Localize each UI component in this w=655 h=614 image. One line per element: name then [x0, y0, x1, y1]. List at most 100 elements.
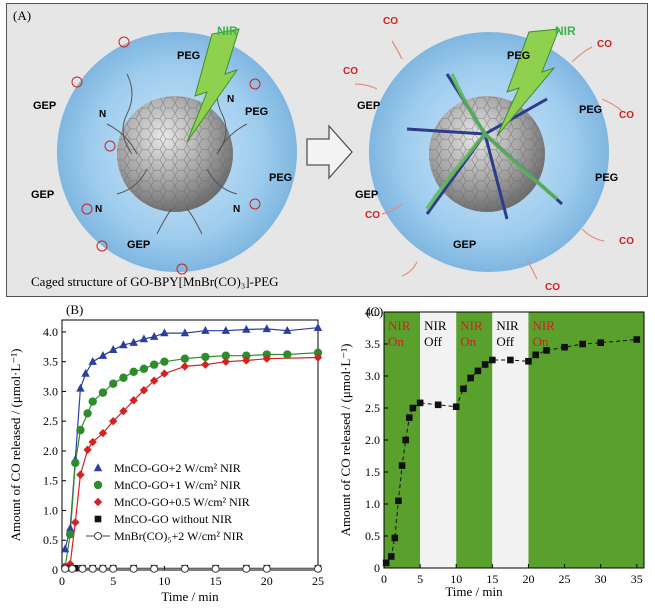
data-point [283, 350, 292, 359]
y-axis-label: Amount of CO released / (μmol·L⁻¹) [8, 349, 23, 542]
legend-marker [93, 463, 103, 472]
data-point [313, 353, 323, 362]
gep-label: GEP [33, 100, 57, 112]
y-tick-label: 3.5 [365, 337, 380, 351]
legend-entry: MnBr(CO)₅+2 W/cm² NIR [86, 529, 244, 543]
x-tick-label: 20 [522, 572, 534, 586]
nir-on-band [456, 312, 493, 568]
y-tick-label: 0 [374, 561, 380, 575]
x-tick-label: 15 [486, 572, 498, 586]
gep-label: GEP [31, 189, 55, 201]
peg-label: PEG [595, 172, 619, 184]
gep-label: GEP [453, 239, 477, 251]
nir-label-right: NIR [555, 24, 576, 38]
chart-b-co-release: (B) 0 5 10 15 20 25 0 0.5 1.0 1.5 2.0 2.5 3.0 3.5 4.0 Ti… [8, 302, 324, 604]
co-label: CO [383, 16, 398, 27]
data-point [474, 367, 482, 375]
x-tick-label: 0 [381, 572, 387, 586]
y-tick-label: 2.5 [365, 401, 380, 415]
data-point [489, 356, 496, 364]
gep-label: GEP [127, 239, 151, 251]
nir-bolt-left [186, 28, 240, 143]
data-point [78, 564, 87, 573]
legend-label: MnCO-GO+2 W/cm² NIR [114, 461, 241, 475]
data-point [532, 351, 539, 359]
y-tick-label: 3.5 [43, 355, 58, 369]
y-tick-label: 1.5 [43, 474, 58, 488]
x-tick-label: 10 [158, 574, 170, 588]
data-point [221, 351, 231, 360]
data-point [416, 399, 424, 407]
data-point [201, 352, 210, 362]
data-point [262, 354, 271, 363]
data-point [314, 564, 322, 573]
data-point [109, 379, 118, 388]
peg-label: PEG [177, 50, 201, 62]
y-tick-label: 4.0 [43, 325, 58, 339]
x-tick-label: 25 [559, 572, 571, 586]
data-point [83, 409, 92, 418]
x-axis-label: Time / min [445, 584, 503, 599]
band-label: NIR [388, 318, 411, 333]
data-point [467, 374, 474, 382]
data-point [149, 376, 159, 385]
y-tick-label: 1.0 [365, 497, 380, 511]
data-point [71, 458, 80, 468]
peg-label: PEG [269, 172, 293, 184]
legend-label: MnCO-GO+0.5 W/cm² NIR [114, 495, 250, 509]
panel-a-caption: Caged structure of GO-BPY[MnBr(CO)₃]-PEG [31, 274, 279, 289]
n-label: N [233, 204, 241, 215]
panel-c-label: (C) [366, 304, 383, 319]
data-point [402, 436, 409, 444]
plot-frame [61, 319, 319, 571]
data-point [119, 340, 128, 349]
nir-label-left: NIR [217, 24, 238, 38]
data-point [460, 385, 467, 393]
data-point [98, 351, 108, 359]
y-tick-label: 0 [52, 563, 58, 577]
y-tick-label: 1.5 [365, 465, 380, 479]
data-point [283, 326, 292, 334]
co-label: CO [619, 236, 634, 247]
data-point [405, 414, 413, 421]
data-point [65, 559, 75, 569]
y-tick-label: 2.0 [43, 444, 58, 458]
legend-marker [94, 532, 102, 540]
series-points [60, 348, 323, 572]
x-tick-label: 5 [417, 572, 423, 586]
series-points [60, 323, 323, 553]
peg-label: PEG [245, 106, 269, 118]
nir-on-band [528, 312, 644, 568]
n-label: N [95, 204, 103, 215]
data-point [65, 530, 75, 539]
data-point [525, 357, 532, 365]
x-tick-label: 35 [631, 572, 643, 586]
band-label: On [460, 334, 476, 349]
data-point [88, 356, 97, 365]
data-point [160, 369, 169, 378]
data-point [88, 564, 97, 573]
panel-a-label: (A) [13, 8, 32, 23]
y-tick-label: 2.0 [365, 433, 380, 447]
data-point [129, 367, 138, 376]
legend-marker [93, 497, 103, 507]
series-points [61, 564, 322, 573]
data-point [242, 564, 251, 573]
legend-label: MnCO-GO+1 W/cm² NIR [114, 478, 241, 492]
y-tick-label: 0.5 [43, 533, 58, 547]
data-point [109, 345, 118, 353]
data-point [139, 386, 149, 395]
left-nanoparticle [57, 32, 297, 272]
transition-arrow [306, 124, 353, 180]
data-point [88, 437, 97, 447]
x-tick-label: 15 [210, 574, 222, 588]
data-point [65, 523, 75, 532]
data-point [313, 348, 323, 357]
data-point [180, 362, 190, 371]
data-point [242, 356, 251, 365]
data-point [98, 428, 108, 438]
x-tick-label: 20 [261, 574, 273, 588]
data-point [119, 406, 128, 416]
data-point [149, 360, 159, 369]
data-point [561, 343, 568, 351]
